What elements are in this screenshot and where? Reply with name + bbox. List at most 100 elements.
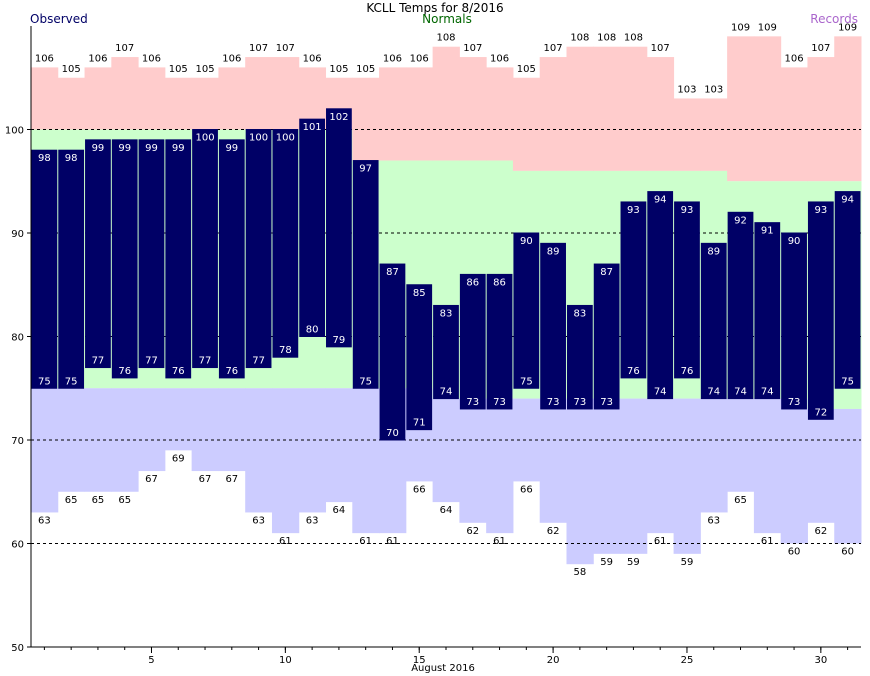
observed-high-label: 89 — [547, 246, 560, 257]
observed-legend-label: Observed — [30, 12, 88, 26]
observed-low-label: 76 — [225, 366, 238, 377]
observed-low-label: 75 — [38, 376, 51, 387]
record-high-band — [753, 36, 782, 182]
observed-high-label: 101 — [303, 122, 322, 133]
observed-bar — [593, 263, 620, 410]
observed-bar — [352, 160, 379, 389]
record-low-label: 62 — [466, 526, 479, 537]
x-tick-label: 10 — [279, 655, 292, 666]
record-high-label: 107 — [811, 43, 830, 54]
record-low-label: 64 — [333, 505, 346, 516]
record-high-band — [620, 46, 648, 171]
record-low-band — [271, 388, 300, 534]
record-high-band — [566, 46, 594, 171]
observed-low-label: 74 — [761, 387, 774, 398]
record-high-label: 106 — [142, 53, 161, 64]
record-low-label: 59 — [681, 557, 694, 568]
observed-high-label: 99 — [118, 143, 131, 154]
record-low-band — [164, 388, 193, 451]
x-tick-label: 15 — [413, 655, 426, 666]
normals-legend-label: Normals — [422, 12, 472, 26]
x-tick-label: 20 — [547, 655, 560, 666]
record-low-label: 59 — [627, 557, 640, 568]
record-high-band — [780, 67, 808, 182]
record-low-label: 60 — [841, 547, 854, 558]
record-low-label: 63 — [707, 515, 720, 526]
observed-low-label: 74 — [654, 387, 667, 398]
record-high-band — [405, 67, 434, 161]
observed-bar — [727, 211, 754, 400]
record-low-label: 61 — [386, 536, 399, 547]
observed-high-label: 100 — [249, 133, 268, 144]
observed-bar — [834, 191, 861, 389]
record-high-band — [111, 57, 139, 130]
record-low-label: 61 — [359, 536, 372, 547]
record-high-band — [727, 36, 755, 182]
record-low-label: 66 — [520, 484, 533, 495]
record-low-band — [432, 398, 460, 503]
record-high-label: 106 — [490, 53, 509, 64]
record-high-label: 109 — [731, 22, 750, 33]
record-low-band — [727, 398, 755, 492]
record-low-band — [780, 398, 808, 544]
observed-high-label: 87 — [386, 267, 399, 278]
observed-bar — [218, 139, 245, 379]
observed-bar — [326, 108, 352, 348]
record-low-label: 65 — [734, 495, 747, 506]
observed-high-label: 86 — [493, 277, 506, 288]
observed-high-label: 100 — [195, 133, 214, 144]
observed-bar — [807, 201, 834, 420]
record-low-band — [191, 388, 219, 472]
observed-high-label: 97 — [359, 164, 372, 175]
observed-high-label: 92 — [734, 215, 747, 226]
record-high-band — [164, 77, 193, 130]
record-low-label: 69 — [172, 453, 185, 464]
observed-high-label: 99 — [92, 143, 105, 154]
record-high-label: 109 — [758, 22, 777, 33]
record-high-label: 108 — [436, 33, 455, 44]
observed-bar — [647, 191, 674, 400]
x-tick-label: 25 — [681, 655, 694, 666]
record-high-band — [432, 46, 460, 161]
record-low-band — [646, 398, 675, 534]
observed-high-label: 94 — [841, 195, 854, 206]
observed-low-label: 77 — [145, 356, 158, 367]
record-high-label: 107 — [651, 43, 670, 54]
observed-bar — [433, 304, 459, 400]
record-low-band — [245, 388, 273, 513]
record-high-label: 106 — [35, 53, 54, 64]
record-high-band — [673, 98, 701, 171]
record-high-label: 105 — [356, 64, 375, 75]
record-low-band — [753, 398, 782, 534]
record-low-band — [352, 388, 380, 534]
observed-low-label: 70 — [386, 428, 399, 439]
record-high-label: 103 — [677, 84, 696, 95]
record-low-label: 62 — [547, 526, 560, 537]
observed-bar — [85, 139, 111, 369]
plot-area: 1069875631059875651069977651079976651069… — [5, 22, 862, 666]
observed-high-label: 99 — [172, 143, 185, 154]
record-low-label: 63 — [252, 515, 265, 526]
record-low-label: 63 — [306, 515, 319, 526]
record-high-band — [512, 77, 541, 171]
record-low-label: 67 — [225, 474, 238, 485]
observed-bar — [111, 139, 138, 379]
observed-low-label: 76 — [681, 366, 694, 377]
observed-low-label: 76 — [627, 366, 640, 377]
record-low-label: 60 — [788, 547, 801, 558]
observed-bar — [299, 118, 326, 338]
record-low-label: 67 — [199, 474, 212, 485]
record-high-band — [245, 57, 273, 130]
observed-high-label: 90 — [520, 236, 533, 247]
record-high-band — [218, 67, 246, 130]
record-high-label: 108 — [570, 33, 589, 44]
observed-high-label: 93 — [681, 205, 694, 216]
observed-bar — [754, 222, 781, 400]
observed-low-label: 73 — [466, 397, 479, 408]
record-low-label: 61 — [279, 536, 292, 547]
record-high-label: 103 — [704, 84, 723, 95]
observed-high-label: 100 — [276, 133, 295, 144]
y-tick-label: 90 — [11, 229, 24, 240]
record-low-label: 66 — [413, 484, 426, 495]
